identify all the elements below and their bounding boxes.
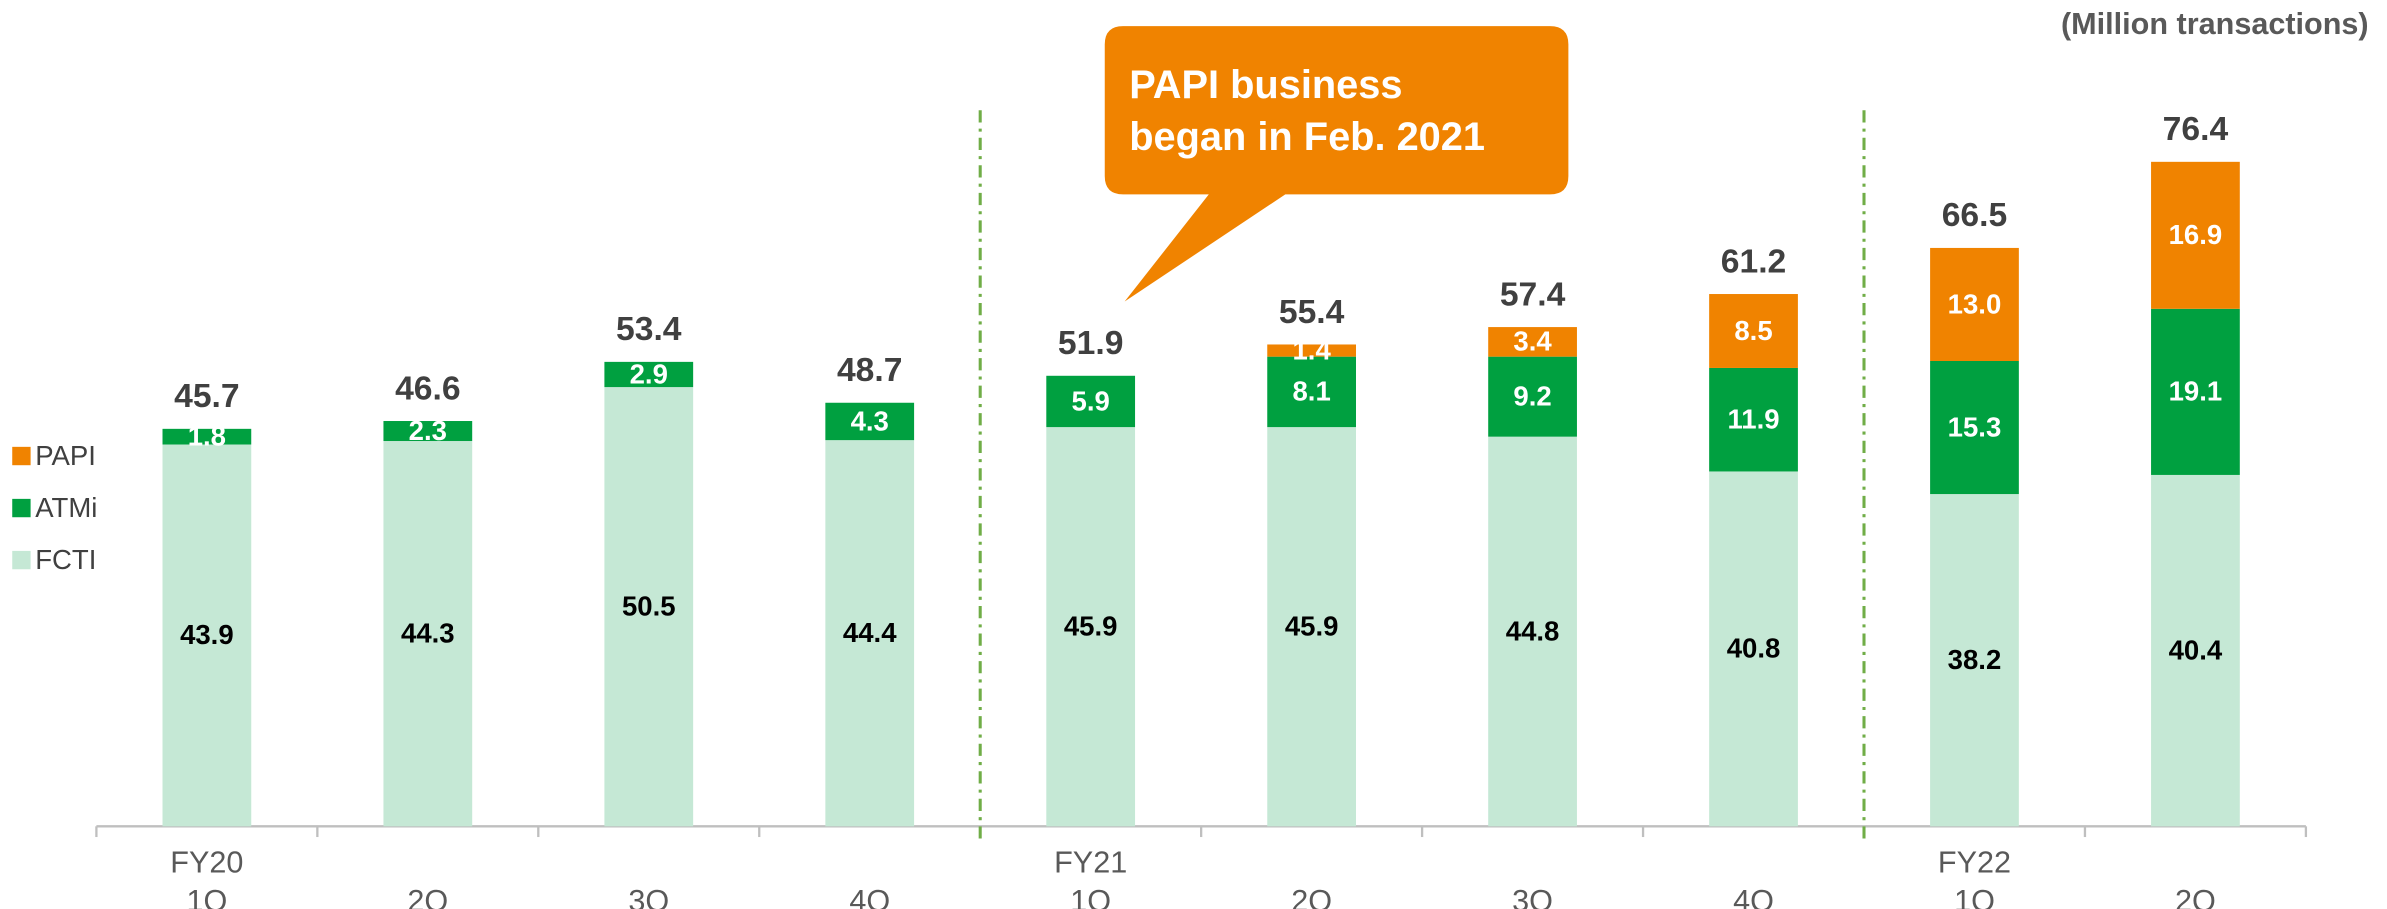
legend-swatch [12,446,31,466]
total-label: 46.6 [395,370,461,407]
total-label: 51.9 [1058,325,1124,362]
value-label: 45.9 [1064,611,1118,642]
bar-segment [1267,356,1356,428]
bar-segment [1488,327,1577,357]
total-label: 55.4 [1279,294,1345,331]
bar-segment [604,387,694,827]
bar-segment [1488,436,1577,827]
unit-label: (Million transactions) [2061,7,2369,41]
total-label: 66.5 [1942,197,2008,234]
bar-segment [162,444,252,827]
x-tick-label: 3Q [1512,884,1553,909]
value-label: 9.2 [1513,380,1551,411]
x-tick-label: 1Q [1070,884,1111,909]
value-label: 11.9 [1727,404,1779,435]
annotation-line: PAPI business [1129,63,1402,107]
value-label: 40.4 [2169,634,2223,665]
legend: PAPI ATMi FCTI [12,440,97,575]
value-label: 3.4 [1513,326,1552,357]
bar-segment [1488,356,1577,437]
value-label: 44.8 [1506,615,1560,646]
bar-segment [162,428,252,445]
total-label: 57.4 [1500,276,1566,313]
value-label: 50.5 [622,591,676,622]
bar-segment [825,402,915,441]
x-tick-label: 2Q [407,884,448,909]
legend-label: FCTI [35,544,96,575]
bar-segment [1709,294,1798,368]
bar-segment [1709,471,1798,827]
x-tick-label: 1Q [1954,884,1995,909]
x-tick-label: 4Q [849,884,890,909]
value-label: 44.4 [843,617,897,648]
bar-segment [1267,427,1356,827]
value-label: 40.8 [1727,633,1781,664]
value-label: 4.3 [851,405,889,436]
bar-segment [1930,494,2019,827]
bar-segment [2151,161,2240,309]
value-label: 5.9 [1072,385,1110,416]
x-tick-label: FY20 [170,846,243,880]
x-tick-label: 2Q [1291,884,1332,909]
bar-segment [1046,375,1136,428]
bar-segment [2151,308,2240,475]
bar-segment [383,421,473,442]
bar-segment [1267,344,1356,357]
callout-bubble [1104,26,1569,302]
value-label: 15.3 [1948,411,2002,442]
value-label: 8.1 [1292,376,1330,407]
legend-swatch [12,498,31,518]
value-label: 2.9 [630,358,668,389]
total-label: 45.7 [174,378,240,415]
value-label: 1.4 [1292,334,1331,365]
x-tick-label: FY22 [1938,846,2011,880]
total-label: 53.4 [616,311,682,348]
value-label: 44.3 [401,617,455,648]
bar-segment [604,361,694,388]
callout: PAPI business began in Feb. 2021 [1104,26,1569,302]
value-label: 38.2 [1948,644,2002,675]
value-label: 16.9 [2169,219,2223,250]
x-tick-label: FY21 [1054,846,1127,880]
value-label: 2.3 [409,415,447,446]
x-tick-label: 2Q [2175,884,2216,909]
bar-segment [1709,367,1798,472]
bar-segment [1046,427,1136,827]
x-tick-label: 1Q [186,884,227,909]
total-label: 76.4 [2163,111,2229,148]
bar-segment [825,440,915,827]
legend-label: PAPI [35,440,96,471]
value-label: 43.9 [180,619,234,650]
value-label: 8.5 [1734,315,1772,346]
bar-segment [383,441,473,827]
value-label: 1.8 [188,420,226,451]
total-label: 48.7 [837,352,903,389]
x-tick-label: 4Q [1733,884,1774,909]
annotation-line: began in Feb. 2021 [1129,115,1485,159]
legend-label: ATMi [35,492,97,523]
x-tick-label: 3Q [628,884,669,909]
bar-segment [1930,247,2019,362]
total-label: 61.2 [1721,243,1787,280]
bar-segment [1930,361,2019,495]
value-label: 19.1 [2169,376,2223,407]
legend-swatch [12,550,31,570]
bar-segment [2151,474,2240,827]
value-label: 13.0 [1948,288,2002,319]
plot: FY20 1Q 43.9 1.8 45.7 2Q 44.3 2.3 46.6 3Q 50.5 2.9 5… [95,110,2308,909]
value-label: 45.9 [1285,611,1339,642]
